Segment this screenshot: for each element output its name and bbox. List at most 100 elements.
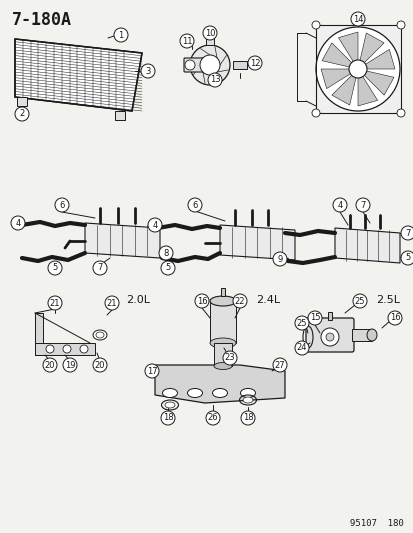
Text: 21: 21 xyxy=(50,298,60,308)
Circle shape xyxy=(350,12,364,26)
Text: 9: 9 xyxy=(277,254,282,263)
Polygon shape xyxy=(154,365,284,403)
Circle shape xyxy=(223,351,236,365)
Bar xyxy=(35,343,95,355)
Polygon shape xyxy=(85,223,159,258)
Circle shape xyxy=(93,358,107,372)
Circle shape xyxy=(272,252,286,266)
Circle shape xyxy=(247,56,261,70)
Text: 14: 14 xyxy=(352,14,362,23)
Circle shape xyxy=(387,311,401,325)
Circle shape xyxy=(48,296,62,310)
Text: 25: 25 xyxy=(296,319,306,327)
Circle shape xyxy=(93,261,107,275)
Text: 26: 26 xyxy=(207,414,218,423)
Circle shape xyxy=(161,261,175,275)
Circle shape xyxy=(207,73,221,87)
FancyBboxPatch shape xyxy=(305,318,353,352)
Ellipse shape xyxy=(93,330,107,340)
Circle shape xyxy=(185,60,195,70)
Circle shape xyxy=(43,358,57,372)
Circle shape xyxy=(15,107,29,121)
Text: 5: 5 xyxy=(404,254,410,262)
Text: 11: 11 xyxy=(181,36,192,45)
Circle shape xyxy=(55,198,69,212)
Text: 18: 18 xyxy=(162,414,173,423)
Text: 2: 2 xyxy=(19,109,24,118)
Text: 12: 12 xyxy=(249,59,260,68)
Polygon shape xyxy=(320,69,357,88)
Text: 22: 22 xyxy=(234,296,244,305)
Circle shape xyxy=(145,364,159,378)
Ellipse shape xyxy=(187,389,202,398)
Polygon shape xyxy=(321,43,357,69)
Text: 7-180A: 7-180A xyxy=(12,11,72,29)
Circle shape xyxy=(114,28,128,42)
Polygon shape xyxy=(357,69,393,95)
Ellipse shape xyxy=(162,389,177,398)
Text: 23: 23 xyxy=(224,353,235,362)
Text: 16: 16 xyxy=(389,313,399,322)
Bar xyxy=(351,329,371,341)
Ellipse shape xyxy=(165,402,175,408)
Circle shape xyxy=(355,198,369,212)
Text: 13: 13 xyxy=(209,76,220,85)
Circle shape xyxy=(141,64,154,78)
Ellipse shape xyxy=(366,329,376,341)
Bar xyxy=(221,288,224,296)
Bar xyxy=(207,29,211,35)
Bar xyxy=(214,343,231,366)
Circle shape xyxy=(63,345,71,353)
Bar xyxy=(35,313,43,355)
Polygon shape xyxy=(331,69,357,105)
Text: 8: 8 xyxy=(163,248,168,257)
Ellipse shape xyxy=(212,389,227,398)
Circle shape xyxy=(206,411,219,425)
Circle shape xyxy=(48,261,62,275)
Circle shape xyxy=(11,216,25,230)
Text: 4: 4 xyxy=(152,221,157,230)
Text: 18: 18 xyxy=(242,414,253,423)
Bar xyxy=(315,25,400,113)
Text: 20: 20 xyxy=(95,360,105,369)
Circle shape xyxy=(315,27,399,111)
Bar xyxy=(209,301,235,343)
Circle shape xyxy=(332,198,346,212)
Text: 4: 4 xyxy=(337,200,342,209)
Bar xyxy=(206,35,214,45)
Text: 7: 7 xyxy=(404,229,410,238)
Circle shape xyxy=(161,411,175,425)
Circle shape xyxy=(311,109,319,117)
Circle shape xyxy=(396,109,404,117)
Text: 7: 7 xyxy=(359,200,365,209)
Text: 17: 17 xyxy=(146,367,157,376)
Text: 10: 10 xyxy=(204,28,215,37)
Text: 6: 6 xyxy=(59,200,64,209)
Text: 2.5L: 2.5L xyxy=(375,295,399,305)
Ellipse shape xyxy=(209,296,235,306)
Ellipse shape xyxy=(240,389,255,398)
Circle shape xyxy=(80,345,88,353)
Text: 21: 21 xyxy=(107,298,117,308)
Bar xyxy=(327,312,331,320)
Circle shape xyxy=(320,328,338,346)
Text: 7: 7 xyxy=(97,263,102,272)
Text: 27: 27 xyxy=(274,360,285,369)
Bar xyxy=(115,111,125,120)
Text: 16: 16 xyxy=(196,296,207,305)
Ellipse shape xyxy=(209,338,235,348)
Polygon shape xyxy=(334,228,399,263)
Circle shape xyxy=(294,316,308,330)
Text: 20: 20 xyxy=(45,360,55,369)
Circle shape xyxy=(190,45,230,85)
Circle shape xyxy=(352,294,366,308)
FancyBboxPatch shape xyxy=(183,58,204,72)
Circle shape xyxy=(195,294,209,308)
Circle shape xyxy=(180,34,194,48)
Ellipse shape xyxy=(214,362,231,369)
Circle shape xyxy=(105,296,119,310)
Circle shape xyxy=(240,411,254,425)
Text: 19: 19 xyxy=(64,360,75,369)
Text: 3: 3 xyxy=(145,67,150,76)
Circle shape xyxy=(202,26,216,40)
